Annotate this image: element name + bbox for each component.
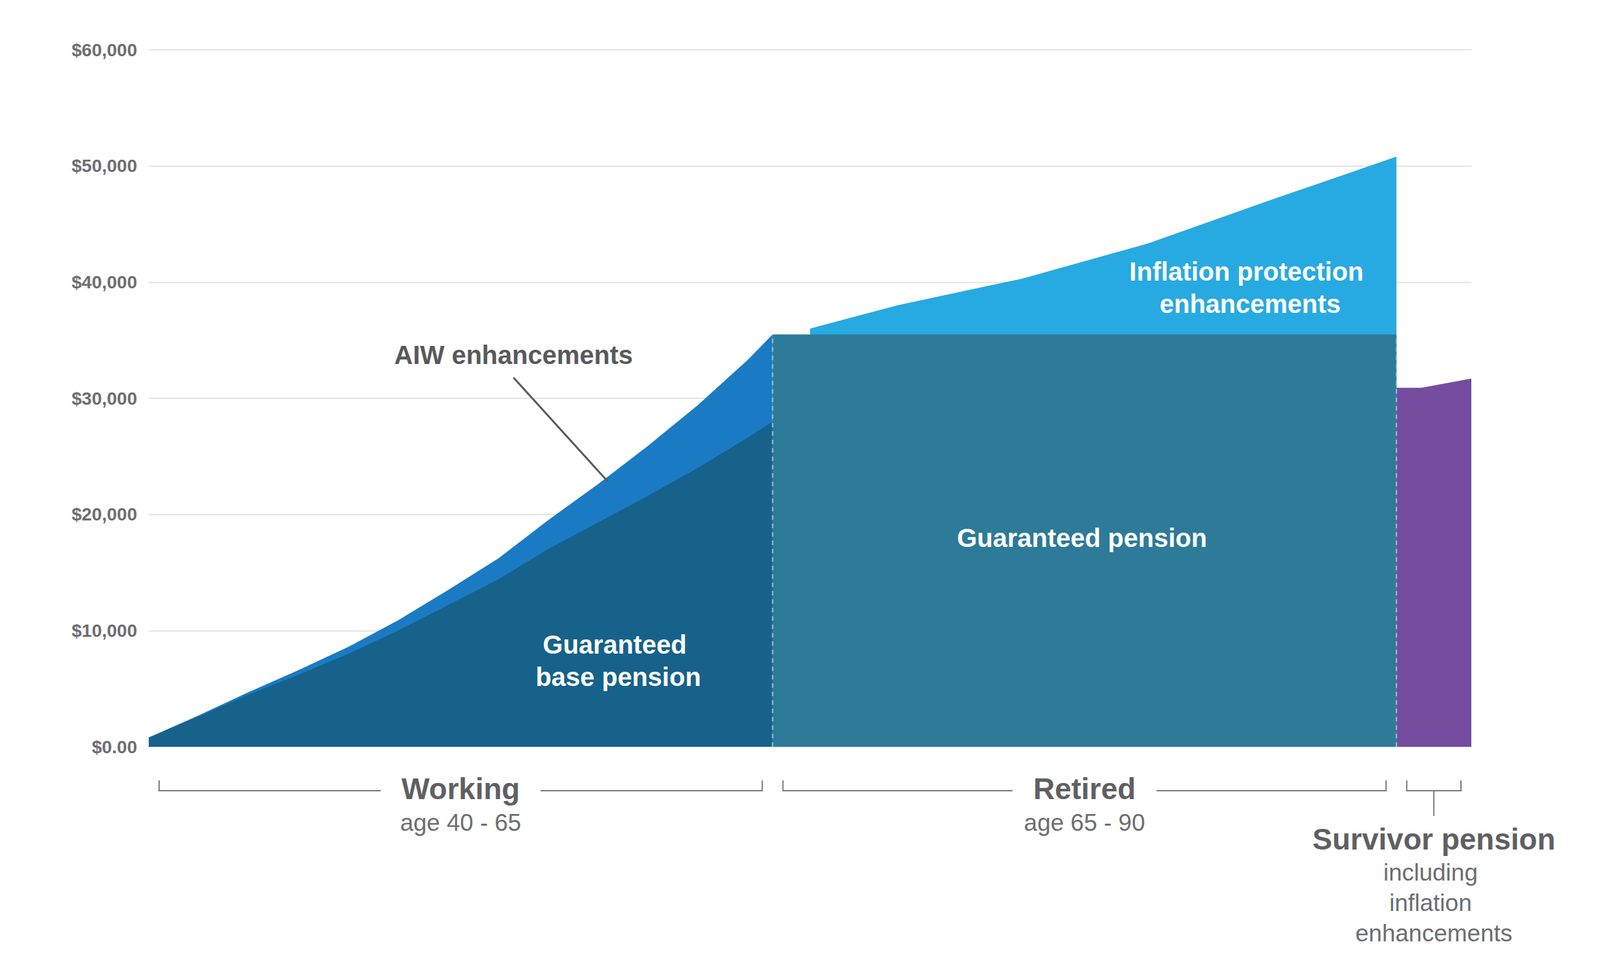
svg-text:$40,000: $40,000 (71, 272, 138, 293)
svg-text:$60,000: $60,000 (71, 40, 138, 61)
svg-text:$50,000: $50,000 (71, 155, 138, 176)
svg-text:inflation: inflation (1389, 889, 1479, 917)
svg-text:$20,000: $20,000 (71, 504, 138, 525)
svg-text:age 40 - 65: age 40 - 65 (400, 809, 522, 837)
svg-text:enhancements: enhancements (1355, 920, 1513, 947)
svg-text:$0.00: $0.00 (91, 737, 138, 758)
svg-text:Retired: Retired (1033, 772, 1136, 806)
svg-text:Guaranteed pension: Guaranteed pension (957, 523, 1208, 553)
svg-text:including: including (1383, 859, 1485, 887)
svg-text:base pension: base pension (535, 662, 702, 692)
svg-text:enhancements: enhancements (1159, 289, 1341, 319)
svg-text:$10,000: $10,000 (71, 620, 138, 641)
svg-text:Guaranteed: Guaranteed (542, 630, 694, 660)
svg-text:Inflation protection: Inflation protection (1129, 257, 1371, 286)
svg-text:Working: Working (401, 772, 520, 806)
svg-text:age 65 - 90: age 65 - 90 (1023, 809, 1145, 837)
svg-text:AIW enhancements: AIW enhancements (394, 340, 634, 370)
svg-text:Survivor pension: Survivor pension (1312, 822, 1556, 857)
svg-text:$30,000: $30,000 (71, 388, 138, 409)
